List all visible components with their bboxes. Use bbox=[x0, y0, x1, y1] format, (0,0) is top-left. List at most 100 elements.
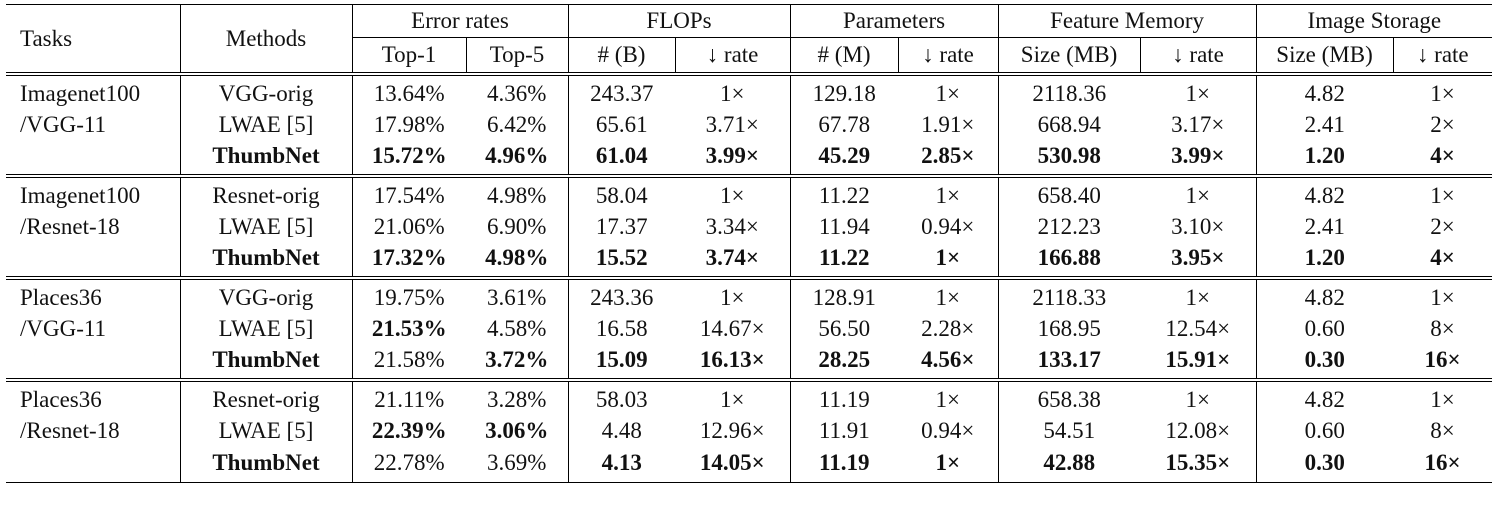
value-cell: 21.53% bbox=[371, 316, 447, 341]
value-cell: 58.04 bbox=[595, 183, 648, 208]
value-cell: 0.94× bbox=[898, 414, 999, 448]
value-cell: 21.58% bbox=[352, 346, 466, 382]
value-cell: 4.48 bbox=[601, 418, 642, 443]
value-cell: 67.78 bbox=[818, 112, 871, 137]
subheader-cell: Top-5 bbox=[466, 37, 569, 76]
subheader-cell: # (M) bbox=[790, 37, 899, 76]
value-cell: 1× bbox=[1430, 285, 1455, 310]
value-cell: 0.60 bbox=[1304, 316, 1345, 341]
value-cell: 4.96% bbox=[466, 142, 569, 178]
results-table: Tasks Methods Error rates FLOPs Paramete… bbox=[6, 4, 1493, 483]
subheader-cell: ↓ rate bbox=[1393, 37, 1493, 76]
value-cell: 15.09 bbox=[568, 346, 676, 382]
value-cell: 42.88 bbox=[998, 448, 1141, 483]
value-cell: 16.58 bbox=[595, 316, 648, 341]
value-cell: 658.40 bbox=[1037, 183, 1101, 208]
value-cell: 3.71× bbox=[675, 108, 791, 142]
method-cell: ThumbNet bbox=[180, 346, 353, 382]
value-cell: 6.90% bbox=[466, 210, 569, 244]
table-row: Places36 Resnet-orig 21.11% 3.28% 58.03 1× 11.… bbox=[6, 380, 1492, 414]
method-cell: LWAE [5] bbox=[180, 414, 353, 448]
value-cell: 15.35× bbox=[1140, 448, 1257, 483]
value-cell: 6.42% bbox=[466, 108, 569, 142]
header-cell: Tasks bbox=[6, 4, 181, 76]
value-cell: 2.85× bbox=[898, 142, 999, 178]
task-cell: /Resnet-18 bbox=[6, 414, 181, 448]
subheader-cell: Size (MB) bbox=[998, 37, 1141, 76]
value-cell: 4.98% bbox=[466, 244, 569, 280]
value-cell: 16.13× bbox=[675, 346, 791, 382]
value-cell: 4.82 bbox=[1304, 387, 1345, 412]
table-row: /Resnet-18 LWAE [5] 22.39% 3.06% 4.48 12.96× 1… bbox=[6, 414, 1492, 448]
method-cell: VGG-orig bbox=[180, 74, 353, 108]
value-cell: 45.29 bbox=[790, 142, 899, 178]
task-cell: Places36 bbox=[6, 380, 181, 414]
value-cell: 1× bbox=[675, 278, 791, 312]
group-header: Feature Memory bbox=[998, 4, 1257, 38]
value-cell: 128.91 bbox=[812, 285, 876, 310]
value-cell: 3.69% bbox=[466, 448, 569, 483]
value-cell: 12.54× bbox=[1140, 312, 1257, 346]
value-cell: 2× bbox=[1430, 214, 1455, 239]
table-row: /VGG-11 LWAE [5] 17.98% 6.42% 65.61 3.71× 67.7… bbox=[6, 108, 1492, 142]
value-cell: 2118.36 bbox=[1032, 81, 1107, 106]
value-cell: 129.18 bbox=[812, 81, 876, 106]
value-cell: 658.38 bbox=[1037, 387, 1101, 412]
value-cell: 1.20 bbox=[1256, 244, 1394, 280]
value-cell: 4.82 bbox=[1304, 81, 1345, 106]
group-header: Parameters bbox=[790, 4, 999, 38]
value-cell: 4× bbox=[1393, 244, 1493, 280]
value-cell: 3.72% bbox=[466, 346, 569, 382]
value-cell: 56.50 bbox=[818, 316, 871, 341]
table-row: ThumbNet 22.78% 3.69% 4.13 14.05× 11.19 1× 42.8… bbox=[6, 448, 1493, 483]
table-row: ThumbNet 21.58% 3.72% 15.09 16.13× 28.25 4.56×… bbox=[6, 346, 1493, 382]
method-cell: Resnet-orig bbox=[180, 380, 353, 414]
value-cell: 65.61 bbox=[595, 112, 648, 137]
value-cell: 4× bbox=[1393, 142, 1493, 178]
value-cell: 14.05× bbox=[675, 448, 791, 483]
value-cell: 0.30 bbox=[1256, 448, 1394, 483]
value-cell: 1× bbox=[675, 74, 791, 108]
value-cell: 212.23 bbox=[1037, 214, 1101, 239]
table-row: /VGG-11 LWAE [5] 21.53% 4.58% 16.58 14.67× 56.… bbox=[6, 312, 1492, 346]
subheader-row: Top-1 Top-5 # (B) ↓ rate # (M) ↓ rate Size (MB… bbox=[6, 37, 1493, 76]
table-header: Tasks Methods Error rates FLOPs Paramete… bbox=[6, 4, 1493, 76]
value-cell: 16× bbox=[1393, 448, 1493, 483]
value-cell: 1× bbox=[898, 278, 999, 312]
task-cell: /Resnet-18 bbox=[6, 210, 181, 244]
value-cell: 168.95 bbox=[1037, 316, 1101, 341]
group-header: Image Storage bbox=[1256, 4, 1493, 38]
value-cell: 13.64% bbox=[373, 81, 445, 106]
value-cell: 15.52 bbox=[568, 244, 676, 280]
value-cell: 2.28× bbox=[898, 312, 999, 346]
method-cell: ThumbNet bbox=[180, 244, 353, 280]
value-cell: 3.61% bbox=[466, 278, 569, 312]
value-cell: 11.91 bbox=[818, 418, 870, 443]
method-cell: ThumbNet bbox=[180, 448, 353, 483]
value-cell: 0.30 bbox=[1256, 346, 1394, 382]
value-cell: 11.19 bbox=[818, 387, 870, 412]
value-cell: 3.99× bbox=[1140, 142, 1257, 178]
value-cell: 16× bbox=[1393, 346, 1493, 382]
value-cell: 4.82 bbox=[1304, 183, 1345, 208]
value-cell: 19.75% bbox=[373, 285, 445, 310]
table-body: Imagenet100 VGG-orig 13.64% 4.36% 243.37 1× 12… bbox=[6, 74, 1493, 483]
table-row: Imagenet100 VGG-orig 13.64% 4.36% 243.37 1× 12… bbox=[6, 74, 1492, 108]
value-cell: 1.91× bbox=[898, 108, 999, 142]
value-cell: 1× bbox=[898, 176, 999, 210]
task-cell bbox=[6, 448, 181, 483]
subheader-cell: ↓ rate bbox=[1140, 37, 1257, 76]
subheader-cell: ↓ rate bbox=[898, 37, 999, 76]
value-cell: 3.06% bbox=[466, 414, 569, 448]
value-cell: 1× bbox=[1430, 387, 1455, 412]
value-cell: 11.22 bbox=[790, 244, 899, 280]
method-cell: Resnet-orig bbox=[180, 176, 353, 210]
value-cell: 22.39% bbox=[371, 418, 447, 443]
value-cell: 11.19 bbox=[790, 448, 899, 483]
value-cell: 1× bbox=[1430, 81, 1455, 106]
method-cell: LWAE [5] bbox=[180, 108, 353, 142]
value-cell: 8× bbox=[1430, 418, 1455, 443]
value-cell: 3.74× bbox=[675, 244, 791, 280]
subheader-cell: # (B) bbox=[568, 37, 676, 76]
